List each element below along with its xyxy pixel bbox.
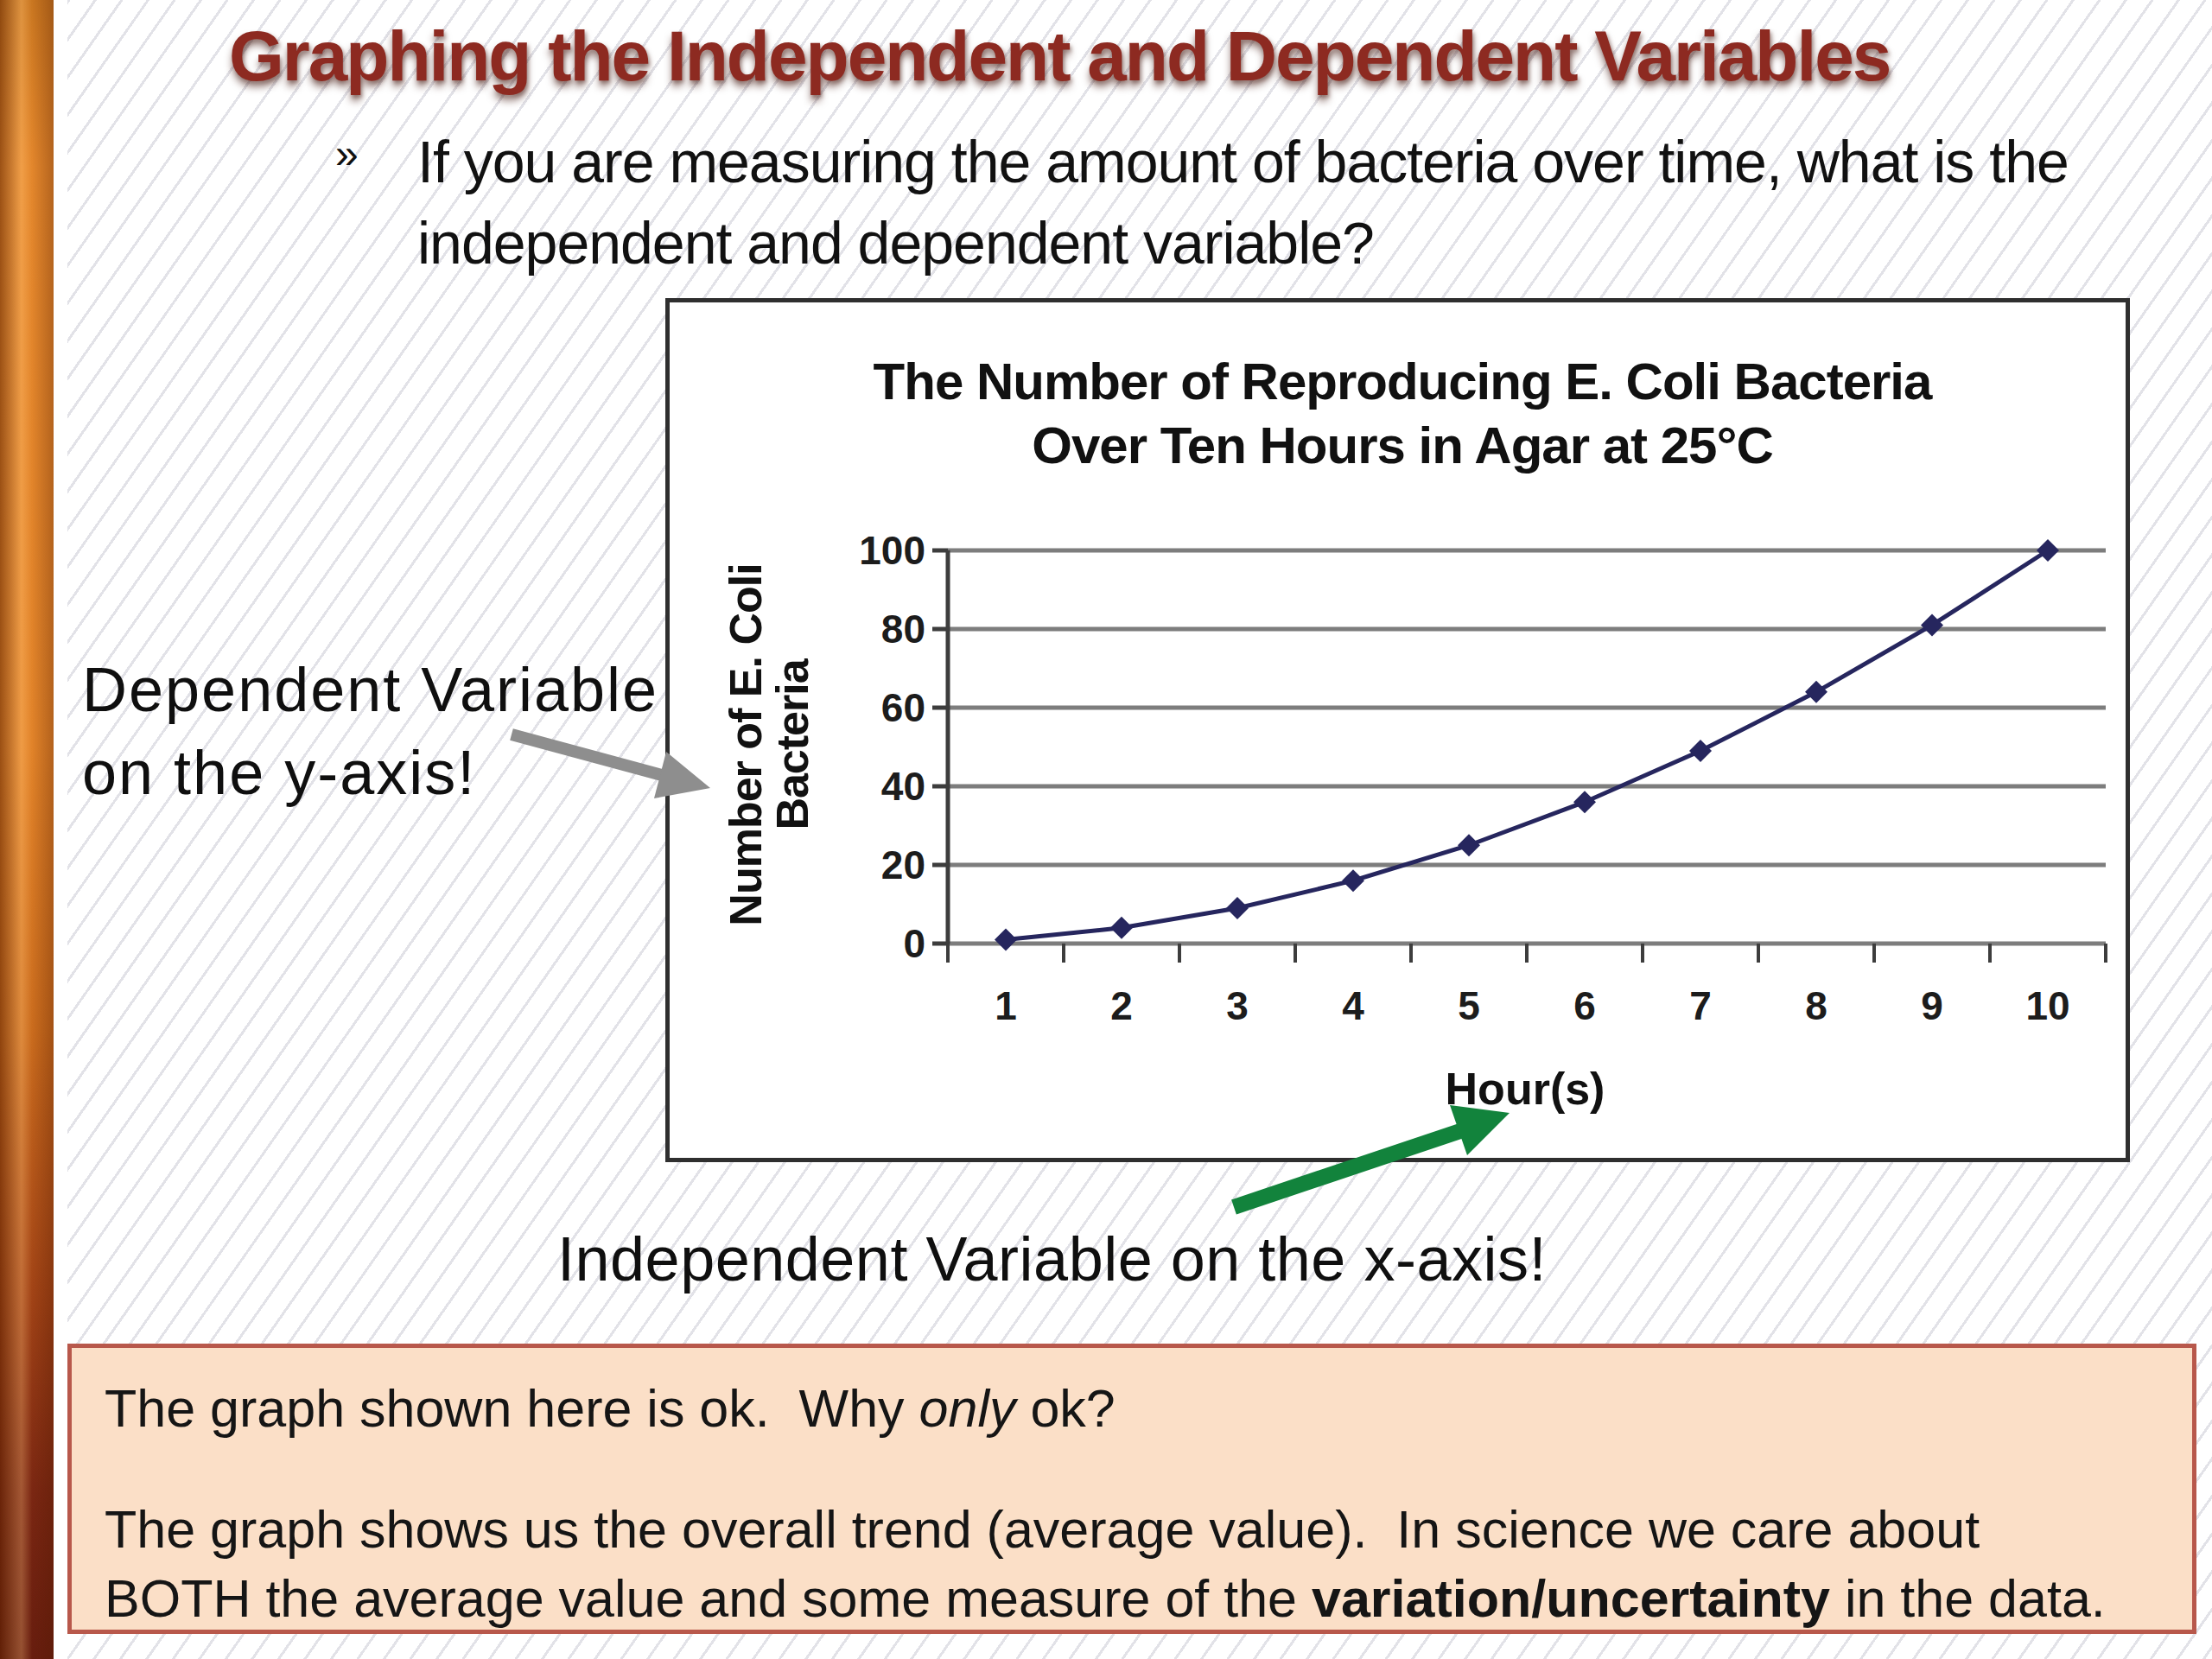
note-line-2-3: The graph shows us the overall trend (av… — [72, 1495, 2192, 1633]
svg-text:10: 10 — [2025, 983, 2069, 1028]
svg-text:20: 20 — [881, 842, 925, 887]
note-line-1: The graph shown here is ok. Why only ok? — [72, 1374, 2192, 1443]
svg-text:7: 7 — [1689, 983, 1712, 1028]
chart-title-line1: The Number of Reproducing E. Coli Bacter… — [874, 353, 1933, 410]
svg-text:3: 3 — [1226, 983, 1249, 1028]
svg-text:40: 40 — [881, 764, 925, 809]
slide: Graphing the Independent and Dependent V… — [0, 0, 2212, 1659]
dependent-variable-label: Dependent Variable on the y-axis! — [82, 648, 658, 814]
ecoli-chart: 0 20 40 60 80 100 1 2 3 4 5 6 7 8 9 10 The Number of Re… — [670, 302, 2126, 1158]
svg-text:9: 9 — [1921, 983, 1943, 1028]
chart-x-axis-label: Hour(s) — [1446, 1064, 1605, 1114]
note-box: The graph shown here is ok. Why only ok?… — [67, 1344, 2196, 1634]
chart-y-axis-label-line1: Number of E. Coli — [721, 563, 771, 925]
svg-text:100: 100 — [859, 528, 925, 573]
svg-text:5: 5 — [1458, 983, 1480, 1028]
svg-text:6: 6 — [1573, 983, 1596, 1028]
bullet-marker: » — [335, 130, 359, 177]
chart-figure: 0 20 40 60 80 100 1 2 3 4 5 6 7 8 9 10 The Number of Re… — [665, 298, 2130, 1162]
bullet-text: If you are measuring the amount of bacte… — [417, 121, 2154, 283]
chart-y-axis-label-line2: Bacteria — [767, 658, 817, 830]
svg-text:4: 4 — [1342, 983, 1364, 1028]
dependent-variable-line1: Dependent Variable — [82, 648, 658, 731]
svg-text:1: 1 — [995, 983, 1017, 1028]
independent-variable-label: Independent Variable on the x-axis! — [557, 1224, 1547, 1294]
svg-text:0: 0 — [903, 921, 925, 966]
dependent-variable-line2: on the y-axis! — [82, 731, 658, 814]
svg-text:8: 8 — [1805, 983, 1827, 1028]
svg-text:80: 80 — [881, 607, 925, 652]
left-accent-bar — [0, 0, 54, 1659]
slide-title: Graphing the Independent and Dependent V… — [229, 16, 1890, 97]
svg-text:2: 2 — [1110, 983, 1133, 1028]
chart-title-line2: Over Ten Hours in Agar at 25°C — [1032, 416, 1773, 474]
svg-text:60: 60 — [881, 685, 925, 730]
